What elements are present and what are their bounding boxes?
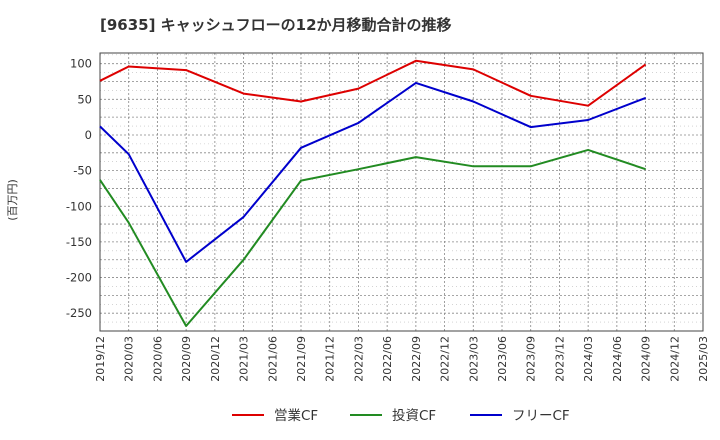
x-tick-label: 2023/12 (553, 336, 566, 382)
x-tick-label: 2021/12 (324, 336, 337, 382)
x-tick-label: 2020/03 (123, 336, 136, 382)
y-tick-label: -200 (66, 271, 92, 285)
y-tick-label: 50 (77, 92, 92, 106)
x-tick-label: 2022/06 (381, 336, 394, 382)
legend-label: フリーCF (512, 408, 570, 424)
x-tick-label: 2024/03 (582, 336, 595, 382)
y-tick-label: -50 (73, 164, 92, 178)
y-tick-label: -100 (66, 199, 92, 213)
x-tick-label: 2022/03 (352, 336, 365, 382)
x-tick-label: 2023/09 (525, 336, 538, 382)
x-tick-label: 2025/03 (697, 336, 710, 382)
legend-label: 投資CF (392, 408, 436, 424)
plot-frame (99, 52, 704, 332)
y-tick-label: -250 (66, 306, 92, 320)
series-line-1 (99, 148, 646, 327)
x-tick-label: 2020/09 (180, 336, 193, 382)
y-tick-labels: 100 50 0 -50 -100 -150 -200 -250 (66, 57, 92, 320)
y-tick-label: 100 (70, 57, 92, 71)
x-tick-label: 2023/03 (467, 336, 480, 382)
legend: 営業CF 投資CF フリーCF (232, 408, 570, 424)
x-tick-label: 2021/03 (238, 336, 251, 382)
x-tick-labels: 2019/12 2020/03 2020/06 2020/09 2020/12 2021/… (94, 336, 710, 382)
y-axis-label: (百万円) (6, 179, 19, 221)
x-tick-label: 2021/06 (266, 336, 279, 382)
x-tick-label: 2021/09 (295, 336, 308, 382)
x-tick-label: 2024/09 (640, 336, 653, 382)
series-layer (99, 59, 647, 327)
x-tick-label: 2020/06 (151, 336, 164, 382)
y-tick-label: 0 (85, 128, 92, 142)
x-tick-label: 2019/12 (94, 336, 107, 382)
series-line-2 (99, 81, 646, 263)
x-tick-label: 2022/09 (410, 336, 423, 382)
x-tick-label: 2022/12 (439, 336, 452, 382)
x-tick-label: 2024/06 (611, 336, 624, 382)
chart-title: [9635] キャッシュフローの12か月移動合計の推移 (100, 16, 452, 34)
x-tick-label: 2024/12 (668, 336, 681, 382)
grid-layer (100, 53, 703, 331)
legend-label: 営業CF (274, 408, 318, 424)
y-tick-label: -150 (66, 235, 92, 249)
x-tick-label: 2023/06 (496, 336, 509, 382)
x-tick-label: 2020/12 (209, 336, 222, 382)
